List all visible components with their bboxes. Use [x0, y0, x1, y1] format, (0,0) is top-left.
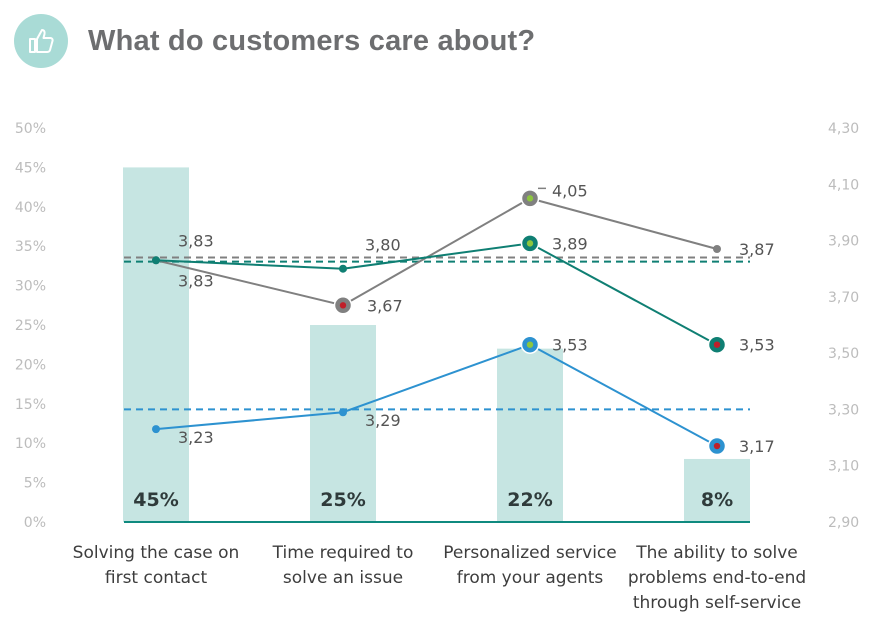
- series-marker: [152, 256, 160, 265]
- series-line: [155, 242, 718, 346]
- left-axis-tick-label: 35%: [15, 239, 46, 255]
- series-lines: 3,83 3,67 4,05 3,87 3,83 3,80 3,89 3,53 3,23 3,29…: [152, 181, 775, 456]
- bar-value-label: 8%: [701, 489, 733, 511]
- chart-title: What do customers care about?: [88, 24, 536, 57]
- right-axis-tick-label: 4,30: [828, 121, 859, 137]
- bar-value-label: 45%: [133, 489, 178, 511]
- right-axis-tick-label: 3,90: [828, 234, 859, 250]
- category-label: Personalized service from your agents: [443, 543, 616, 588]
- data-point-label: 3,17: [739, 437, 775, 456]
- category-label: The ability to solve problems end-to-end t…: [628, 543, 806, 613]
- axis-ticks: 0% 5% 10% 15% 20% 25% 30% 35% 40% 45% 50% 2,90 3,10 3…: [15, 121, 859, 531]
- highlight-marker-dot: [713, 341, 721, 348]
- category-label: Time required to solve an issue: [272, 543, 414, 588]
- left-axis-tick-label: 5%: [24, 476, 46, 492]
- series-line: [155, 197, 718, 307]
- left-axis-tick-label: 10%: [15, 436, 46, 452]
- bar: [684, 458, 750, 522]
- left-axis-tick-label: 15%: [15, 397, 46, 413]
- data-point-label: 3,29: [365, 411, 401, 430]
- average-lines: [124, 256, 750, 411]
- highlight-marker-dot: [526, 341, 534, 348]
- series-marker: [339, 408, 347, 417]
- series-marker: [713, 245, 721, 254]
- thumbs-up-icon: [14, 14, 68, 68]
- chart-header: What do customers care about?: [14, 14, 535, 68]
- data-point-label: 3,83: [178, 231, 214, 250]
- left-axis-tick-label: 40%: [15, 200, 46, 216]
- series-marker: [339, 264, 347, 273]
- right-axis-tick-label: 3,30: [828, 402, 859, 418]
- left-axis-tick-label: 45%: [15, 160, 46, 176]
- data-point-label: 3,89: [552, 234, 588, 253]
- bar: [123, 167, 189, 522]
- bar-value-label: 25%: [320, 489, 365, 511]
- left-axis-tick-label: 25%: [15, 318, 46, 334]
- series-marker: [152, 425, 160, 434]
- data-point-label: 3,53: [739, 336, 775, 355]
- highlight-marker-dot: [339, 302, 347, 309]
- bar-value-label: 22%: [507, 489, 552, 511]
- left-axis-tick-label: 50%: [15, 121, 46, 137]
- data-point-label: 3,80: [365, 236, 401, 255]
- data-point-label: 3,67: [367, 296, 403, 315]
- left-axis-tick-label: 0%: [24, 515, 46, 531]
- right-axis-tick-label: 4,10: [828, 177, 859, 193]
- data-point-label: 3,53: [552, 336, 588, 355]
- highlight-marker-dot: [526, 195, 534, 202]
- category-labels: Solving the case on first contact Time req…: [73, 543, 806, 613]
- bar-group: 45% 25% 22% 8%: [123, 167, 750, 523]
- right-axis-tick-label: 3,10: [828, 459, 859, 475]
- category-label: Solving the case on first contact: [73, 543, 240, 588]
- left-axis-tick-label: 30%: [15, 279, 46, 295]
- left-axis-tick-label: 20%: [15, 357, 46, 373]
- right-axis-tick-label: 3,50: [828, 346, 859, 362]
- highlight-marker-dot: [526, 240, 534, 247]
- right-axis-tick-label: 2,90: [828, 515, 859, 531]
- data-point-label: 3,23: [178, 428, 214, 447]
- bar: [497, 348, 563, 522]
- data-point-label: 3,87: [739, 240, 775, 259]
- highlight-marker-dot: [713, 442, 721, 450]
- right-axis-tick-label: 3,70: [828, 290, 859, 306]
- bar: [310, 325, 376, 522]
- series-line: [155, 343, 718, 447]
- data-point-label: 4,05: [552, 181, 588, 200]
- data-point-label: 3,83: [178, 271, 214, 290]
